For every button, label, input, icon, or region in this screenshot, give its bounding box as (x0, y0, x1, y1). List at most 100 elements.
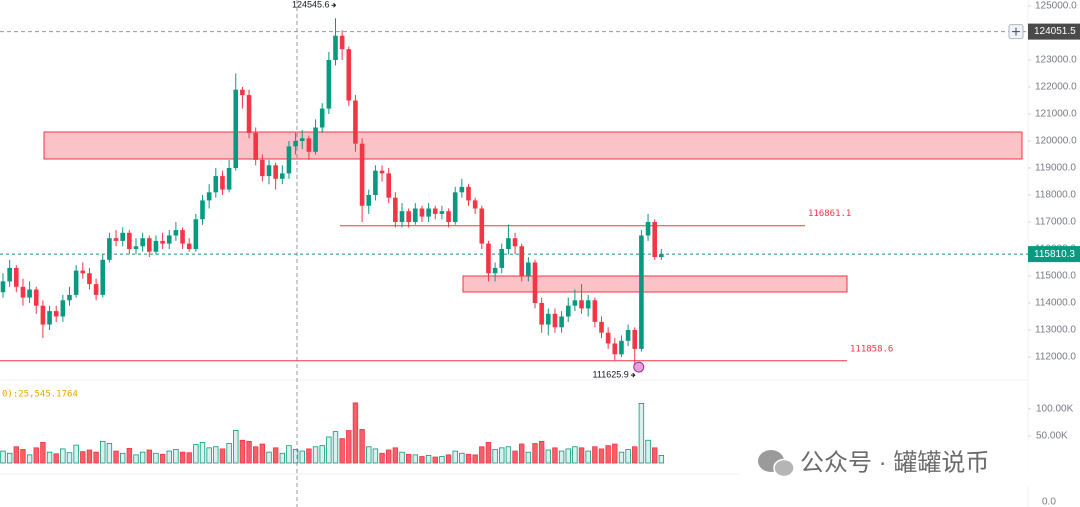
candle-body (107, 238, 112, 260)
volume-bar (33, 447, 39, 464)
candle-body (200, 200, 205, 220)
volume-bar (445, 454, 452, 464)
candle-body (260, 159, 265, 177)
low-marker (633, 361, 645, 373)
candle-body (60, 300, 66, 317)
candle-body (160, 240, 165, 244)
zone (462, 275, 848, 293)
volume-bar (319, 445, 325, 464)
candle-body (87, 273, 92, 285)
watermark: 公众号 · 罐罐说币 (740, 440, 1040, 486)
volume-bar (618, 451, 625, 464)
volume-bar (213, 446, 219, 464)
volume-bar (372, 448, 379, 464)
y-tick-label: 115000.0 (1035, 271, 1076, 282)
y-tick-label: 122000.0 (1035, 82, 1077, 93)
candle-body (519, 246, 524, 276)
candle-body (579, 300, 584, 309)
volume-bar (485, 442, 492, 464)
candle-body (127, 232, 132, 249)
y-tick-label: 112000.0 (1035, 352, 1076, 363)
candle-body (319, 108, 325, 128)
candle-body (413, 208, 418, 222)
volume-bar (193, 444, 199, 464)
candle-body (366, 194, 372, 206)
volume-bar (512, 450, 518, 464)
candle-body (67, 294, 72, 301)
volume-bar (186, 452, 192, 464)
candle-body (645, 221, 651, 236)
volume-bar (638, 403, 645, 464)
volume-bar (219, 448, 226, 464)
candle-body (532, 262, 538, 303)
volume-tick-label: 100.00K (1036, 403, 1074, 414)
volume-bar (113, 450, 119, 464)
volume-bar (412, 454, 418, 464)
candle-body (452, 192, 458, 222)
volume-bar (552, 447, 558, 464)
last-price-label: 115810.3 (1034, 249, 1075, 260)
candle-body (286, 146, 292, 174)
candle-body (393, 197, 398, 222)
candle-body (306, 138, 312, 152)
volume-bar (405, 453, 412, 464)
volume-bar (292, 449, 299, 464)
volume-bar (565, 448, 571, 464)
candle-body (120, 232, 125, 241)
candle-body (546, 313, 551, 325)
candle-body (333, 35, 338, 60)
volume-bar (60, 448, 66, 464)
candle-body (220, 176, 225, 190)
volume-bar (612, 443, 618, 464)
y-tick-label: 117000.0 (1035, 217, 1076, 228)
candle-body (80, 270, 86, 274)
volume-ma-label: 0):25,545.1764 (2, 390, 78, 400)
candle-body (213, 176, 219, 193)
volume-bar (332, 431, 339, 464)
volume-bar (326, 436, 332, 464)
candle-body (565, 305, 571, 317)
volume-bar (366, 446, 372, 464)
volume-bar (472, 454, 478, 464)
plus-icon (1012, 27, 1020, 36)
volume-bar (40, 442, 46, 464)
volume-bar (139, 451, 146, 464)
wechat-icon (773, 458, 795, 478)
volume-bar (66, 452, 73, 464)
volume-bar (246, 440, 252, 464)
volume-bar (479, 446, 485, 464)
volume-bar (359, 429, 365, 464)
volume-bar (399, 451, 405, 464)
volume-bar (645, 439, 651, 464)
volume-bar (632, 446, 638, 464)
y-tick-label: 125000.0 (1035, 1, 1077, 12)
volume-bar (505, 446, 512, 464)
volume-bar (73, 444, 79, 464)
candle-body (0, 281, 6, 293)
candle-body (373, 170, 378, 195)
volume-bar (80, 451, 86, 464)
volume-bar (519, 443, 525, 464)
candle-body (632, 329, 638, 349)
y-tick-label: 119000.0 (1035, 163, 1076, 174)
candle-body (280, 173, 285, 179)
volume-bar (578, 447, 585, 464)
volume-bar (352, 402, 359, 464)
candle-body (53, 311, 59, 317)
candle-body (253, 132, 258, 160)
candle-body (40, 305, 46, 325)
volume-bar (179, 451, 186, 464)
volume-bar (425, 455, 432, 464)
candle-body (399, 211, 405, 222)
candle-body (147, 238, 152, 252)
candle-body (432, 208, 438, 214)
candle-body (572, 300, 578, 306)
volume-bar (658, 455, 665, 464)
candle-body (526, 262, 531, 276)
volume-bar (0, 450, 6, 464)
candle-body (585, 300, 591, 309)
candle-body (173, 230, 179, 236)
y-tick-label: 123000.0 (1035, 55, 1077, 66)
y-tick-label: 120000.0 (1035, 136, 1077, 147)
